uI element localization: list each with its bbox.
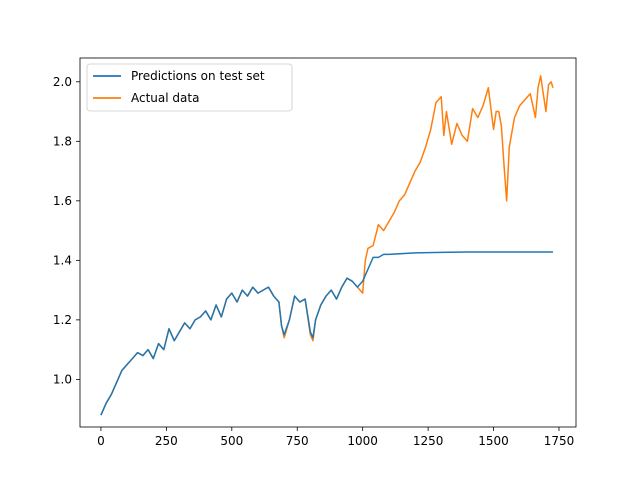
x-axis: 0 250 500 750 1000 1250 1500 1750	[97, 427, 574, 448]
legend-label-1: Actual data	[131, 91, 199, 105]
x-tick-label: 1750	[544, 434, 575, 448]
x-tick-label: 0	[97, 434, 105, 448]
y-tick-label: 1.4	[53, 253, 72, 267]
x-tick-label: 1000	[347, 434, 378, 448]
y-tick-label: 1.8	[53, 134, 72, 148]
x-tick-label: 1500	[478, 434, 509, 448]
x-tick-label: 500	[220, 434, 243, 448]
series-line-0	[100, 251, 553, 416]
legend-box	[86, 63, 293, 112]
legend: Predictions on test set Actual data	[86, 63, 293, 112]
y-axis: 1.0 1.2 1.4 1.6 1.8 2.0	[53, 75, 80, 386]
series-layer	[100, 75, 554, 416]
plot-frame	[79, 57, 577, 428]
legend-label-0: Predictions on test set	[131, 69, 265, 83]
y-tick-label: 1.6	[53, 194, 72, 208]
x-tick-label: 250	[155, 434, 178, 448]
y-tick-label: 2.0	[53, 75, 72, 89]
x-tick-label: 750	[286, 434, 309, 448]
y-tick-label: 1.0	[53, 372, 72, 386]
y-tick-label: 1.2	[53, 313, 72, 327]
x-tick-label: 1250	[413, 434, 444, 448]
